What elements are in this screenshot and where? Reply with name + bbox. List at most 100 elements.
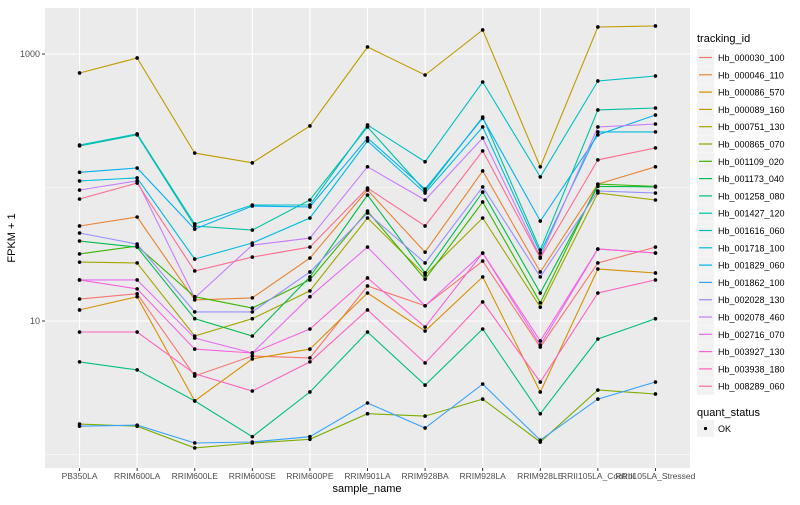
data-point-Hb_001173_040-5 [365, 193, 370, 197]
data-point-Hb_000089_160-3 [250, 161, 255, 165]
data-point-Hb_003938_180-8 [538, 380, 543, 384]
legend-label: Hb_001616_060 [718, 226, 785, 236]
data-point-Hb_001109_020-8 [538, 300, 543, 305]
data-point-Hb_000086_570-6 [423, 329, 427, 333]
y-axis-title: FPKM + 1 [6, 213, 18, 262]
data-point-Hb_001258_080-5 [365, 330, 370, 334]
data-point-Hb_002716_070-8 [538, 343, 543, 347]
data-point-Hb_008289_060-2 [192, 269, 197, 273]
data-point-Hb_000030_100-5 [365, 284, 370, 288]
data-point-Hb_000046_110-6 [423, 250, 427, 254]
data-point-Hb_001258_080-0 [77, 360, 82, 364]
data-point-Hb_002716_070-1 [135, 278, 139, 282]
x-axis: PB350LA RRIM600LA RRIM600LE RRIM600SE RRIM60… [62, 468, 696, 481]
data-point-Hb_001862_100-8 [538, 438, 543, 442]
data-point-Hb_003938_180-0 [77, 330, 82, 334]
data-point-Hb_001862_100-10 [653, 380, 658, 384]
data-point-Hb_001616_060-10 [653, 74, 658, 78]
data-point-Hb_002716_070-4 [308, 294, 312, 299]
data-point-Hb_003938_180-2 [192, 372, 197, 376]
data-point-Hb_001862_100-3 [250, 440, 255, 444]
data-point-Hb_001616_060-6 [423, 159, 427, 164]
data-point-Hb_001862_100-1 [135, 423, 139, 427]
data-point-Hb_000089_160-0 [77, 71, 82, 75]
data-point-Hb_002028_130-1 [135, 242, 139, 246]
data-point-Hb_003938_180-6 [423, 361, 427, 365]
legend-label: Hb_000086_570 [718, 88, 785, 98]
data-point-Hb_001862_100-7 [480, 382, 485, 386]
data-point-Hb_002078_460-6 [423, 198, 427, 202]
data-point-Hb_001173_040-9 [596, 184, 600, 189]
data-point-Hb_003938_180-10 [653, 278, 658, 282]
data-point-Hb_002078_460-2 [192, 296, 197, 300]
legend-label: Hb_003938_180 [718, 364, 785, 374]
data-point-Hb_008289_060-3 [250, 255, 255, 259]
data-point-Hb_003938_180-7 [480, 300, 485, 304]
data-point-Hb_001862_100-2 [192, 441, 197, 445]
data-point-Hb_000086_570-3 [250, 357, 255, 361]
data-point-Hb_000865_070-7 [480, 397, 485, 401]
legend-label: Hb_001829_060 [718, 261, 785, 271]
data-point-Hb_001718_100-2 [192, 257, 197, 261]
x-tick-label: RRII105LA_Stressed [616, 471, 696, 481]
data-point-Hb_001718_100-4 [308, 216, 312, 220]
data-point-Hb_001173_040-8 [538, 291, 543, 295]
data-point-Hb_001616_060-2 [192, 222, 197, 226]
data-point-Hb_001258_080-6 [423, 383, 427, 387]
data-point-Hb_000751_130-7 [480, 216, 485, 220]
data-point-Hb_001427_120-9 [596, 108, 600, 112]
data-point-Hb_000751_130-8 [538, 305, 543, 309]
data-point-Hb_001829_060-5 [365, 136, 370, 140]
data-point-Hb_001258_080-9 [596, 337, 600, 341]
data-point-Hb_001173_040-0 [77, 239, 82, 243]
data-point-Hb_000086_570-4 [308, 347, 312, 351]
x-tick-label: RRIM928BA [401, 471, 449, 481]
data-point-Hb_003927_130-1 [135, 287, 139, 291]
data-point-Hb_008289_060-7 [480, 149, 485, 153]
data-point-Hb_000030_100-10 [653, 245, 658, 249]
data-point-Hb_002078_460-9 [596, 125, 600, 129]
data-point-Hb_003927_130-2 [192, 347, 197, 351]
data-point-Hb_001829_060-1 [135, 166, 139, 170]
data-point-Hb_001173_040-4 [308, 275, 312, 279]
data-point-Hb_002028_130-5 [365, 211, 370, 215]
y-tick-label: 1000 [20, 49, 40, 59]
data-point-Hb_003927_130-0 [77, 278, 82, 282]
data-point-Hb_001829_060-4 [308, 205, 312, 209]
data-point-Hb_000030_100-9 [596, 261, 600, 265]
data-point-Hb_003927_130-5 [365, 276, 370, 280]
data-point-Hb_000751_130-3 [250, 316, 255, 321]
data-point-Hb_000089_160-9 [596, 25, 600, 29]
data-point-Hb_000865_070-2 [192, 446, 197, 450]
data-point-Hb_002028_130-4 [308, 270, 312, 274]
data-point-Hb_001718_100-6 [423, 191, 427, 195]
data-point-Hb_001258_080-4 [308, 390, 312, 394]
data-point-Hb_008289_060-10 [653, 146, 658, 150]
data-point-Hb_001829_060-0 [77, 170, 82, 175]
data-point-Hb_008289_060-8 [538, 256, 543, 260]
data-point-Hb_000751_130-1 [135, 261, 139, 265]
data-point-Hb_002028_130-2 [192, 310, 197, 314]
data-point-Hb_000086_570-9 [596, 267, 600, 271]
x-tick-label: RRIM901LA [344, 471, 391, 481]
legend-label: Hb_000089_160 [718, 105, 785, 115]
data-point-Hb_001718_100-8 [538, 251, 543, 255]
x-tick-label: RRIM600SE [229, 471, 277, 481]
data-point-Hb_003927_130-9 [596, 247, 600, 251]
data-point-Hb_002028_130-10 [653, 191, 658, 195]
legend-label: Hb_001109_020 [718, 157, 784, 167]
data-point-Hb_000086_570-1 [135, 294, 139, 299]
data-point-Hb_001829_060-10 [653, 113, 658, 117]
data-point-Hb_001829_060-6 [423, 187, 427, 191]
data-point-Hb_001258_080-2 [192, 399, 197, 403]
data-point-Hb_003927_130-4 [308, 327, 312, 331]
data-point-Hb_001173_040-1 [135, 245, 139, 249]
y-axis: 10 1000 [20, 49, 45, 326]
data-point-Hb_002716_070-5 [365, 245, 370, 249]
data-point-Hb_002028_130-9 [596, 189, 600, 193]
data-point-Hb_002078_460-0 [77, 188, 82, 192]
data-point-Hb_000865_070-4 [308, 437, 312, 442]
data-point-Hb_001427_120-8 [538, 248, 543, 252]
data-point-Hb_002716_070-2 [192, 336, 197, 340]
data-point-Hb_002028_130-3 [250, 310, 255, 314]
